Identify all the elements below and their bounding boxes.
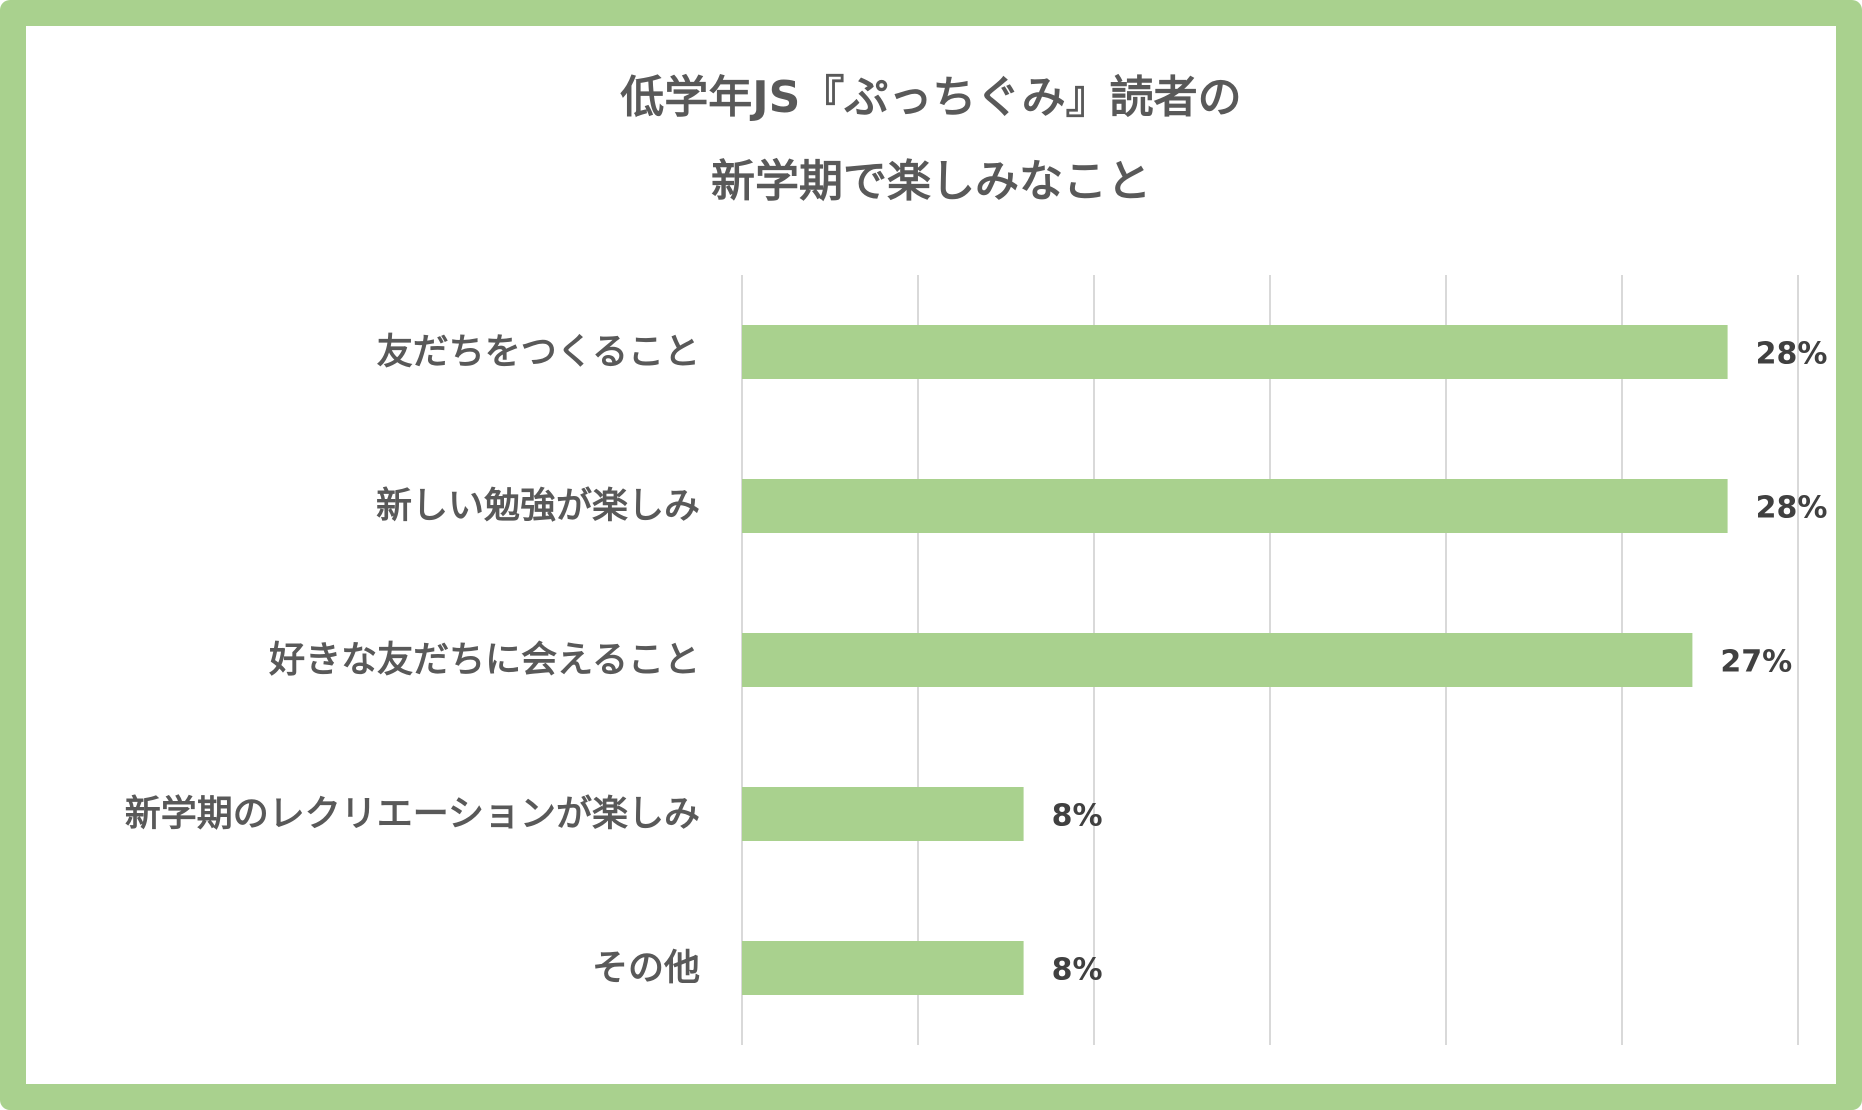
- chart-title-line-1: 低学年JS『ぷっちぐみ』読者の: [620, 72, 1242, 123]
- value-label-1: 28%: [1756, 491, 1828, 526]
- category-label-0: 友だちをつくること: [377, 332, 700, 373]
- category-label-3: 新学期のレクリエーションが楽しみ: [125, 793, 700, 835]
- bar-2: [742, 633, 1693, 687]
- category-label-1: 新しい勉強が楽しみ: [376, 486, 700, 527]
- value-labels: 28% 28% 27% 8% 8%: [1052, 337, 1828, 988]
- value-label-3: 8%: [1052, 799, 1103, 834]
- bar-3: [742, 787, 1024, 841]
- bar-1: [742, 479, 1728, 533]
- category-label-4: その他: [592, 948, 700, 989]
- value-label-0: 28%: [1756, 337, 1828, 372]
- category-labels: 友だちをつくること新しい勉強が楽しみ好きな友だちに会えること新学期のレクリエーシ…: [125, 332, 700, 989]
- bar-4: [742, 941, 1024, 995]
- value-label-4: 8%: [1052, 953, 1103, 988]
- value-label-2: 27%: [1720, 645, 1792, 680]
- chart-title-line-2: 新学期で楽しみなこと: [711, 156, 1151, 207]
- bars: [742, 325, 1728, 995]
- bar-0: [742, 325, 1728, 379]
- category-label-2: 好きな友だちに会えること: [268, 640, 700, 681]
